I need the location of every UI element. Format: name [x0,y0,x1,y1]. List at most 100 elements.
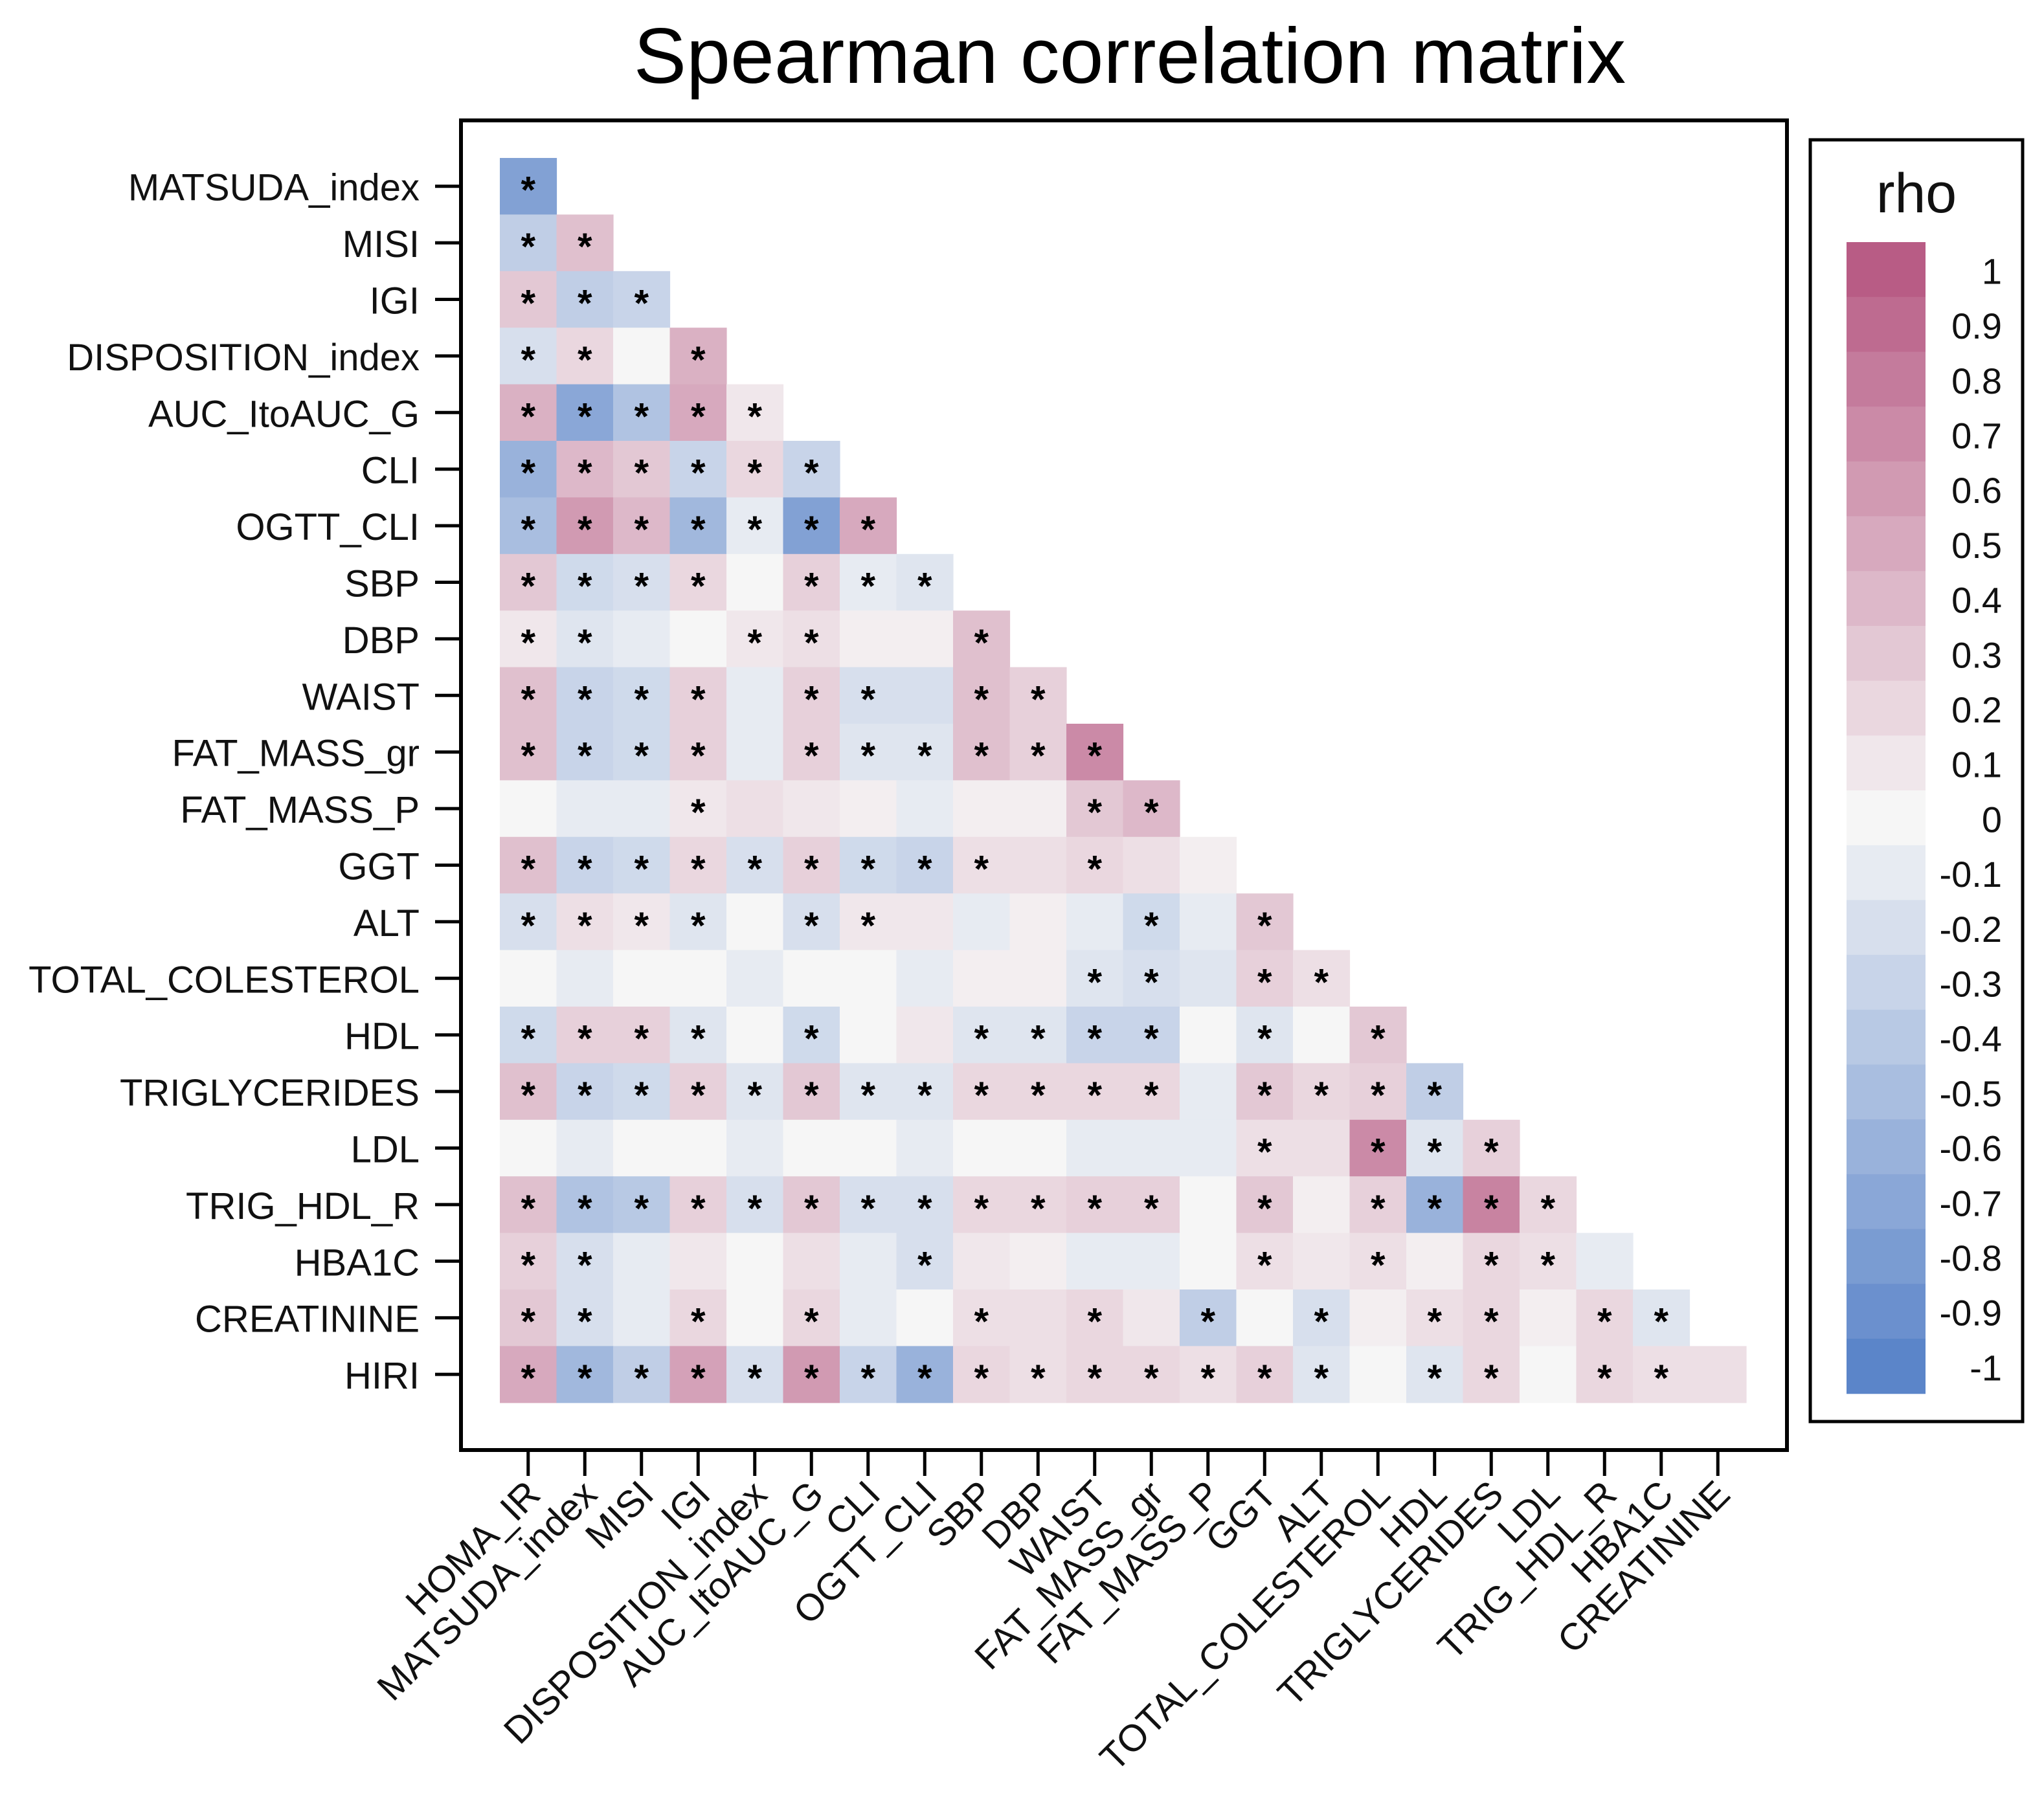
heatmap-cell [669,1119,727,1177]
heatmap-cell [783,610,840,668]
y-tick-label: HIRI [344,1355,420,1397]
significance-marker: * [804,1018,819,1060]
legend-tick-label: -0.9 [1940,1293,2003,1334]
heatmap-cell [1406,1346,1464,1403]
significance-marker: * [860,566,875,608]
legend-color-swatch [1847,1064,1926,1120]
significance-marker: * [1087,1075,1102,1117]
significance-marker: * [1427,1075,1442,1117]
heatmap-cell [556,1346,614,1403]
heatmap-cell [556,610,614,668]
heatmap-cell [840,724,897,781]
heatmap-cell [840,497,897,555]
heatmap-cell [1180,1119,1237,1177]
legend-color-swatch [1847,461,1926,517]
heatmap-cell [953,610,1011,668]
significance-marker: * [1031,1018,1046,1060]
significance-marker: * [1371,1018,1386,1060]
significance-marker: * [578,283,592,325]
significance-marker: * [634,1357,649,1400]
legend-tick-label: 0.5 [1951,525,2002,566]
heatmap-cell [556,893,614,951]
heatmap-cell [669,780,727,838]
significance-marker: * [1257,1132,1272,1174]
legend-tick-label: -0.2 [1940,909,2003,950]
significance-marker: * [1257,1357,1272,1400]
heatmap-cell [726,441,784,498]
heatmap-cell [896,1346,954,1403]
heatmap-cell [1009,1233,1067,1290]
heatmap-cell [726,780,784,838]
heatmap-cell [556,271,614,328]
heatmap-cell [896,780,954,838]
legend-color-swatch [1847,900,1926,955]
significance-marker: * [1144,1075,1159,1117]
y-tick-label: TOTAL_COLESTEROL [28,959,420,1001]
heatmap-cell [556,441,614,498]
heatmap-cell [613,667,671,724]
heatmap-cell [726,610,784,668]
significance-marker: * [747,849,762,891]
heatmap-cell [1689,1346,1747,1403]
significance-marker: * [1484,1357,1499,1400]
heatmap-cell [726,1233,784,1290]
legend-tick-label: -0.5 [1940,1073,2003,1114]
significance-markers: * * * * * * * * * * * * * * * * * * * * * * * * * * * * * * * * * * * * * * * *… [521,170,1668,1400]
y-tick-label: LDL [351,1129,420,1171]
heatmap-cell [783,1176,840,1234]
heatmap-cell [1236,1063,1294,1121]
y-tick-label: CLI [361,450,420,492]
heatmap-cell [953,1233,1011,1290]
heatmap-cell [1236,1233,1294,1290]
heatmap-cell [1009,1007,1067,1064]
heatmap-cell [1236,1119,1294,1177]
heatmap-cell [1349,1346,1407,1403]
significance-marker: * [521,396,535,438]
significance-marker: * [634,678,649,720]
heatmap-cell [1066,836,1124,894]
heatmap-cell [500,724,557,781]
heatmap-cell [1009,893,1067,951]
significance-marker: * [521,1244,535,1286]
heatmap-cell [556,553,614,611]
heatmap-cell [1576,1233,1634,1290]
heatmap-cell [1406,1233,1464,1290]
heatmap-cell [500,328,557,385]
significance-marker: * [578,396,592,438]
heatmap-cell [896,553,954,611]
significance-marker: * [691,566,706,608]
significance-marker: * [1200,1357,1215,1400]
heatmap-cell [840,1007,897,1064]
heatmap-cell [1123,1119,1180,1177]
legend-tick-labels: 1 0.9 0.8 0.7 0.6 0.5 0.4 0.3 0.2 0.1 0 -0.1 -0.2 -0.… [1940,251,2003,1388]
heatmap-cell [1349,1233,1407,1290]
legend-color-swatch [1847,407,1926,462]
y-tick-label: MISI [343,223,420,265]
heatmap-cell [783,667,840,724]
significance-marker: * [578,566,592,608]
significance-marker: * [1257,1188,1272,1230]
heatmap-cell [1180,950,1237,1007]
heatmap-cell [953,724,1011,781]
significance-marker: * [521,339,535,381]
heatmap-cell [1009,1063,1067,1121]
significance-marker: * [1597,1301,1612,1343]
y-tick-label: HBA1C [295,1242,420,1284]
heatmap-cell [613,610,671,668]
heatmap-cell [840,610,897,668]
y-tick-label: TRIGLYCERIDES [120,1072,420,1114]
heatmap-cell [726,836,784,894]
significance-marker: * [1314,961,1329,1003]
heatmap-cell [1066,1233,1124,1290]
significance-marker: * [1597,1357,1612,1400]
heatmap-cell [726,1346,784,1403]
significance-marker: * [691,452,706,495]
heatmap-cell [840,893,897,951]
significance-marker: * [521,566,535,608]
heatmap-cell [1180,836,1237,894]
heatmap-cell [1180,1007,1237,1064]
significance-marker: * [1427,1301,1442,1343]
significance-marker: * [917,735,932,777]
heatmap-cell [669,328,727,385]
